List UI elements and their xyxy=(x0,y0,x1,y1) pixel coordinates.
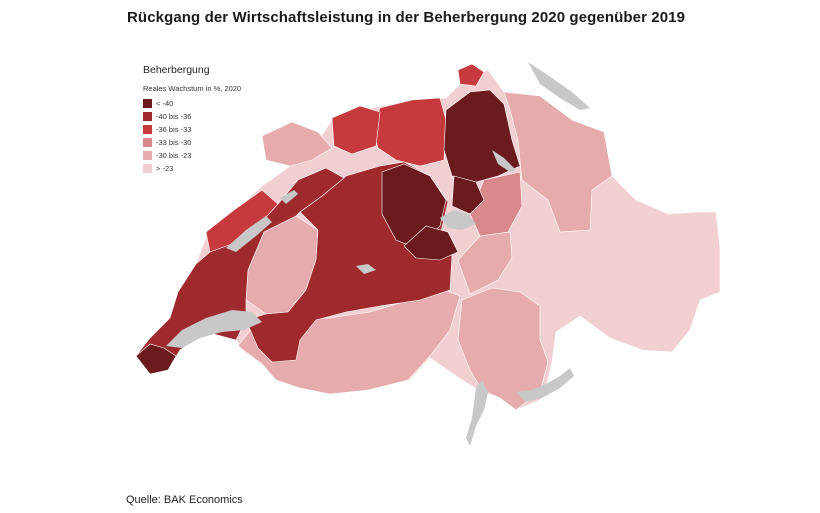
lake-zurich xyxy=(492,150,516,172)
legend-swatch-4 xyxy=(143,138,152,147)
region-obwalden xyxy=(403,225,459,261)
legend-title: Beherbergung xyxy=(143,64,210,76)
lake-lugano xyxy=(516,368,574,402)
legend-item-5: -30 bis -23 xyxy=(143,149,241,162)
lake-biel xyxy=(280,190,298,204)
legend-item-2: -40 bis -36 xyxy=(143,110,241,123)
legend-subtitle: Reales Wachstum in %, 2020 xyxy=(143,84,242,93)
legend-label-5: -30 bis -23 xyxy=(156,151,192,160)
region-zug xyxy=(451,175,485,215)
legend-item-4: -33 bis -30 xyxy=(143,136,241,149)
legend-swatch-1 xyxy=(143,99,152,108)
legend-item-3: -36 bis -33 xyxy=(143,123,241,136)
source-note: Quelle: BAK Economics xyxy=(126,494,243,506)
legend-swatch-5 xyxy=(143,151,152,160)
lake-thun xyxy=(356,264,376,274)
legend-label-4: -33 bis -30 xyxy=(156,138,192,147)
lake-neuchatel xyxy=(226,216,272,252)
legend-swatch-6 xyxy=(143,164,152,173)
lake-constance xyxy=(528,62,590,110)
region-jura-nw xyxy=(261,121,333,167)
region-basel xyxy=(331,105,381,155)
lake-geneva xyxy=(166,310,262,348)
switzerland-map xyxy=(135,62,721,446)
legend-swatch-2 xyxy=(143,112,152,121)
legend-item-6: > -23 xyxy=(143,162,241,175)
region-northeast xyxy=(503,91,613,233)
map-panel xyxy=(127,52,727,464)
lake-lucerne xyxy=(440,210,476,230)
legend-swatch-3 xyxy=(143,125,152,134)
region-geneva xyxy=(135,343,177,375)
chart-title: Rückgang der Wirtschaftsleistung in der … xyxy=(127,9,686,26)
region-schaffhausen xyxy=(457,63,485,87)
lake-maggiore xyxy=(466,380,488,446)
legend-label-1: < -40 xyxy=(156,99,174,108)
legend-item-1: < -40 xyxy=(143,97,241,110)
legend-label-3: -36 bis -33 xyxy=(156,125,192,134)
map-legend: Beherbergung Reales Wachstum in %, 2020 … xyxy=(143,64,241,175)
legend-label-2: -40 bis -36 xyxy=(156,112,192,121)
region-vaud xyxy=(135,167,345,375)
legend-label-6: > -23 xyxy=(156,164,174,173)
